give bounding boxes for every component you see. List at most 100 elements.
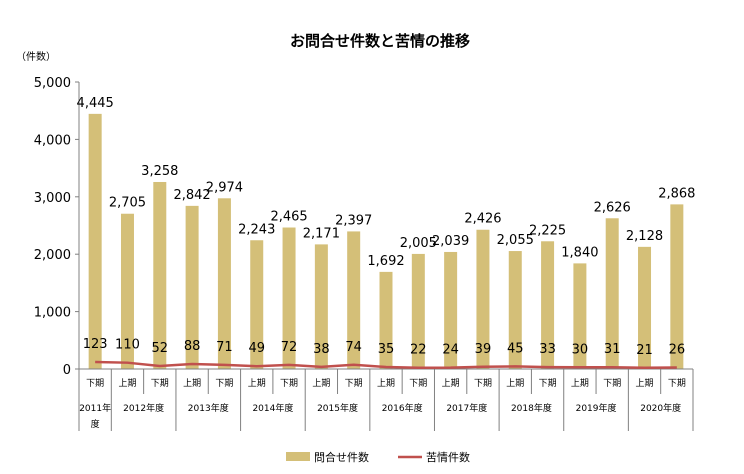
y-tick-label: 1,000 xyxy=(34,306,71,321)
y-tick-label: 4,000 xyxy=(34,133,71,148)
line-series xyxy=(95,360,677,370)
bar xyxy=(347,231,361,369)
line-data-label: 31 xyxy=(604,342,621,357)
bar xyxy=(250,240,264,369)
period-label: 下期 xyxy=(603,378,621,389)
line-data-label: 24 xyxy=(442,343,459,358)
bar xyxy=(670,204,684,369)
bar-data-label: 2,171 xyxy=(303,226,340,241)
period-label: 上期 xyxy=(571,378,589,389)
bar xyxy=(541,241,555,369)
bar-data-label: 2,243 xyxy=(238,222,275,237)
y-tick-label: 2,000 xyxy=(34,248,71,263)
y-axis-unit: （件数） xyxy=(16,50,56,63)
bar xyxy=(476,229,490,369)
line-data-label: 33 xyxy=(539,342,556,357)
bar xyxy=(508,251,522,369)
line-data-label: 71 xyxy=(216,340,233,355)
y-axis: 0 1,000 2,000 3,000 4,000 5,000 xyxy=(34,76,79,378)
period-label: 下期 xyxy=(215,378,233,389)
bar xyxy=(573,263,587,369)
bar-data-label: 1,692 xyxy=(367,254,404,269)
period-label: 上期 xyxy=(183,378,201,389)
period-label: 上期 xyxy=(377,378,395,389)
line-data-label: 123 xyxy=(83,337,108,352)
bar-data-label: 2,426 xyxy=(464,212,501,227)
period-label: 上期 xyxy=(118,378,136,389)
bar xyxy=(638,246,652,369)
line-data-labels: 123 110 52 88 71 49 72 38 74 35 22 24 39 45 33 30 31 21 26 xyxy=(83,337,685,358)
bar-data-label: 2,128 xyxy=(626,229,663,244)
line-data-label: 49 xyxy=(248,341,265,356)
chart-title: お問合せ件数と苦情の推移 xyxy=(290,32,470,50)
bar xyxy=(185,205,199,369)
axis-lines xyxy=(78,82,693,370)
legend-bar-swatch xyxy=(286,452,310,461)
line-data-label: 22 xyxy=(410,343,427,358)
bar-data-label: 3,258 xyxy=(141,164,178,179)
line-data-label: 72 xyxy=(281,340,298,355)
period-label: 上期 xyxy=(248,378,266,389)
period-label: 下期 xyxy=(668,378,686,389)
y-tick-label: 5,000 xyxy=(34,76,71,91)
period-label: 上期 xyxy=(442,378,460,389)
year-label: 2014年度 xyxy=(252,402,293,414)
bar xyxy=(120,213,134,369)
bar xyxy=(282,227,296,369)
line-data-label: 30 xyxy=(572,342,589,357)
line-data-label: 26 xyxy=(669,343,686,358)
period-label: 下期 xyxy=(409,378,427,389)
line-data-label: 110 xyxy=(115,338,140,353)
bar-data-label: 2,055 xyxy=(497,233,534,248)
bar-data-label: 2,465 xyxy=(270,210,307,225)
period-label: 下期 xyxy=(280,378,298,389)
bar-data-label: 2,626 xyxy=(594,200,631,215)
year-label: 2016年度 xyxy=(382,402,423,414)
period-label: 下期 xyxy=(345,378,363,389)
line-data-label: 45 xyxy=(507,341,524,356)
bar-data-label: 2,974 xyxy=(206,180,243,195)
line-data-label: 88 xyxy=(184,339,201,354)
year-label: 2017年度 xyxy=(446,402,487,414)
legend: 問合せ件数 苦情件数 xyxy=(286,450,470,464)
year-label: 2015年度 xyxy=(317,402,358,414)
year-label: 2018年度 xyxy=(511,402,552,414)
y-tick-label: 3,000 xyxy=(34,191,71,206)
bar-data-label: 2,397 xyxy=(335,213,372,228)
bar-series xyxy=(88,113,684,370)
line-data-label: 74 xyxy=(345,340,362,355)
period-label: 下期 xyxy=(86,378,104,389)
bar-data-label: 2,868 xyxy=(658,186,695,201)
line-data-label: 21 xyxy=(636,343,653,358)
year-label: 2019年度 xyxy=(576,402,617,414)
year-label: 2020年度 xyxy=(640,402,681,414)
line-data-label: 35 xyxy=(378,342,395,357)
bar xyxy=(605,218,619,369)
year-label: 2013年度 xyxy=(188,402,229,414)
bar-data-label: 2,225 xyxy=(529,223,566,238)
bar xyxy=(88,113,102,370)
year-label: 2012年度 xyxy=(123,402,164,414)
bar xyxy=(217,198,231,369)
y-tick-label: 0 xyxy=(63,363,71,378)
x-axis-categories: 下期 上期 下期 上期 下期 上期 下期 上期 下期 上期 下期 上期 下期 上期 下期 上期 下期 上期 下期 20… xyxy=(78,369,694,431)
period-label: 上期 xyxy=(312,378,330,389)
bar-data-label: 2,005 xyxy=(400,236,437,251)
year-label: 2011年度 xyxy=(79,402,111,430)
period-label: 下期 xyxy=(539,378,557,389)
bar xyxy=(411,253,425,369)
line-data-label: 39 xyxy=(475,342,492,357)
bar-data-label: 1,840 xyxy=(561,245,598,260)
bar xyxy=(314,244,328,369)
legend-line-label: 苦情件数 xyxy=(426,451,470,464)
complaint-line xyxy=(95,360,677,370)
bar-data-label: 2,039 xyxy=(432,234,469,249)
bar-data-label: 2,842 xyxy=(173,188,210,203)
legend-bar-label: 問合せ件数 xyxy=(314,450,369,464)
period-label: 下期 xyxy=(151,378,169,389)
bar-data-label: 2,705 xyxy=(109,196,146,211)
period-label: 下期 xyxy=(474,378,492,389)
period-label: 上期 xyxy=(506,378,524,389)
